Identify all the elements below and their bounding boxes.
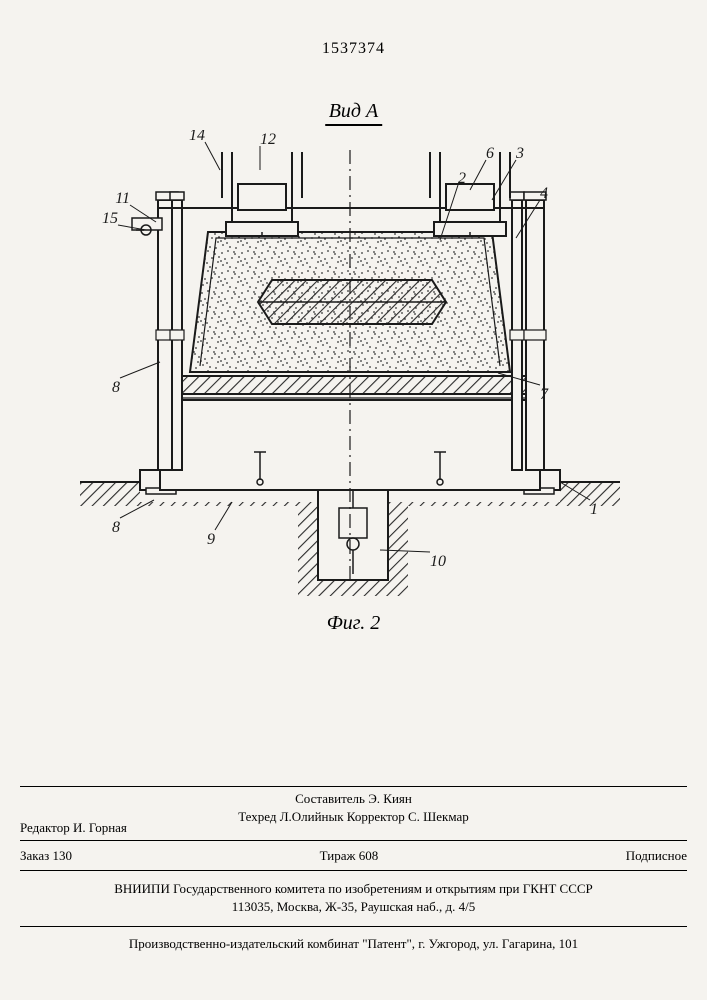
vniipi-block: ВНИИПИ Государственного комитета по изоб…: [0, 880, 707, 915]
compiler-line: Составитель Э. Киян: [0, 790, 707, 808]
order-row: Заказ 130 Тираж 608 Подписное: [20, 848, 687, 864]
order-number: Заказ 130: [20, 848, 72, 864]
svg-text:12: 12: [260, 131, 276, 148]
patent-number: 1537374: [322, 40, 385, 58]
svg-text:4: 4: [540, 185, 548, 202]
svg-text:6: 6: [486, 145, 494, 162]
svg-text:10: 10: [430, 553, 446, 570]
svg-text:11: 11: [115, 190, 130, 207]
signed: Подписное: [626, 848, 687, 864]
svg-text:2: 2: [458, 170, 466, 187]
svg-text:15: 15: [102, 210, 118, 227]
separator: [20, 840, 687, 841]
view-label: Вид А: [325, 100, 383, 126]
svg-text:7: 7: [540, 386, 549, 403]
svg-text:8: 8: [112, 519, 120, 536]
vniipi-line-1: ВНИИПИ Государственного комитета по изоб…: [0, 880, 707, 898]
svg-text:14: 14: [189, 130, 205, 144]
separator: [20, 926, 687, 927]
separator: [20, 870, 687, 871]
editor-line: Редактор И. Горная: [20, 820, 127, 836]
svg-text:9: 9: [207, 531, 215, 548]
print-line: Производственно-издательский комбинат "П…: [0, 936, 707, 952]
figure-caption: Фиг. 2: [327, 612, 381, 635]
svg-text:1: 1: [590, 501, 598, 518]
separator: [20, 786, 687, 787]
tirazh: Тираж 608: [320, 848, 379, 864]
vniipi-line-2: 113035, Москва, Ж-35, Раушская наб., д. …: [0, 898, 707, 916]
svg-text:8: 8: [112, 379, 120, 396]
technical-diagram: 1234678910111214158: [60, 130, 640, 600]
svg-text:3: 3: [515, 145, 524, 162]
